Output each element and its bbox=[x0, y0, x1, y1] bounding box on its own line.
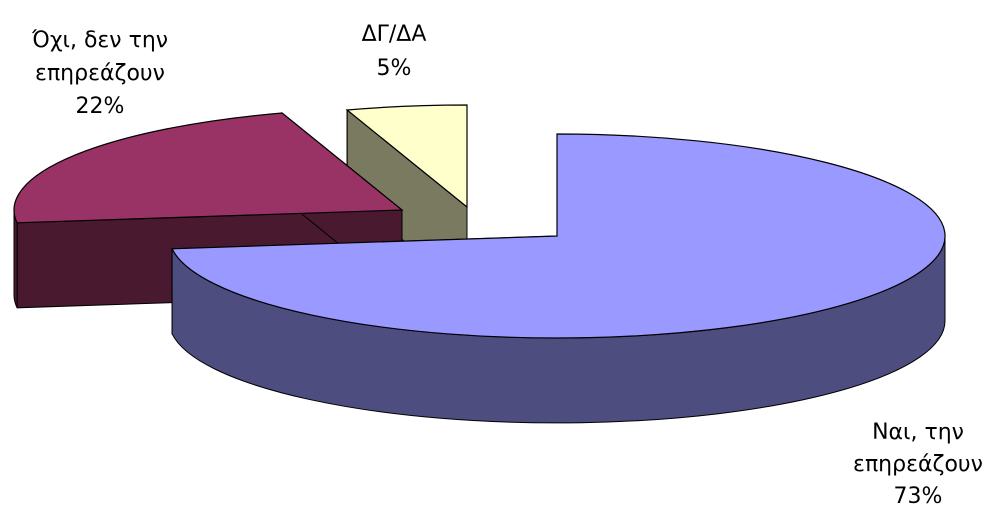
slice-label-yes-line2: επηρεάζουν bbox=[853, 452, 983, 477]
pie-slice-dk-top bbox=[345, 104, 468, 209]
pie-slice-yes-top bbox=[171, 133, 946, 339]
slice-label-no-line1: Όχι, δεν την bbox=[31, 28, 168, 53]
slice-label-yes-pct: 73% bbox=[894, 484, 943, 509]
pie-slice-no-top bbox=[13, 112, 404, 224]
slice-label-no-line2: επηρεάζουν bbox=[35, 61, 165, 86]
slice-label-yes: Ναι, την επηρεάζουν 73% bbox=[853, 420, 983, 509]
slice-label-dk-pct: 5% bbox=[377, 56, 412, 81]
slice-label-no-pct: 22% bbox=[76, 94, 125, 119]
slice-label-dk-line1: ΔΓ/ΔΑ bbox=[362, 22, 427, 47]
slice-label-yes-line1: Ναι, την bbox=[872, 420, 964, 445]
pie-slice-yes bbox=[171, 133, 946, 424]
pie-slices bbox=[13, 104, 946, 424]
slice-label-no: Όχι, δεν την επηρεάζουν 22% bbox=[31, 28, 168, 119]
slice-label-dk: ΔΓ/ΔΑ 5% bbox=[362, 22, 427, 81]
